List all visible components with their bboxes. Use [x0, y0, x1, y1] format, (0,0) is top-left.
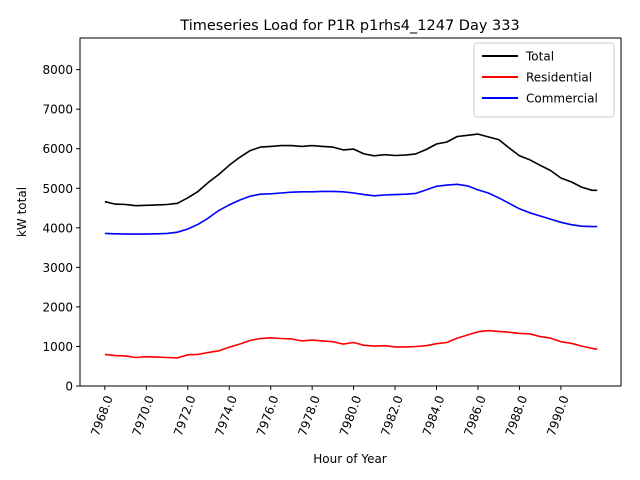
chart-title: Timeseries Load for P1R p1rhs4_1247 Day … — [179, 18, 519, 34]
series-line-total — [104, 133, 598, 207]
y-tick-label: 3000 — [42, 261, 73, 275]
y-tick-label: 0 — [65, 380, 73, 394]
y-axis-label: kW total — [15, 187, 29, 237]
legend: Total Residential Commercial — [473, 42, 615, 118]
y-tick-label: 7000 — [42, 103, 73, 117]
y-tick-label: 8000 — [42, 63, 73, 77]
y-tick-label: 5000 — [42, 182, 73, 196]
y-axis: 0 1000 2000 3000 4000 5000 6000 7000 8000 — [42, 63, 80, 394]
y-tick-label: 6000 — [42, 142, 73, 156]
legend-label-commercial: Commercial — [526, 92, 598, 106]
series-line-commercial — [104, 183, 598, 235]
series-layer — [104, 133, 598, 359]
x-axis-label: Hour of Year — [313, 452, 387, 466]
y-tick-label: 1000 — [42, 340, 73, 354]
y-tick-label: 4000 — [42, 221, 73, 235]
legend-label-residential: Residential — [526, 71, 592, 85]
y-tick-label: 2000 — [42, 300, 73, 314]
legend-label-total: Total — [525, 50, 554, 64]
plot-frame — [79, 37, 622, 387]
series-line-residential — [104, 329, 598, 359]
